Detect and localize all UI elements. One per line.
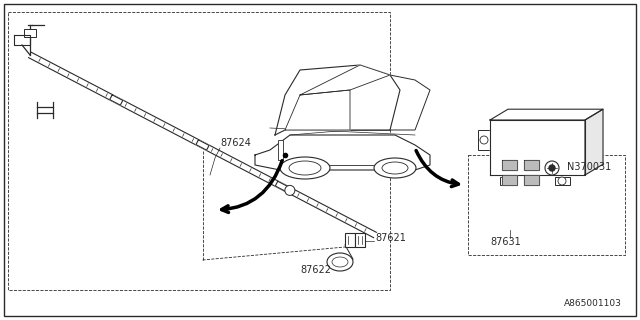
Ellipse shape [332,257,348,267]
Circle shape [545,161,559,175]
Ellipse shape [280,157,330,179]
Polygon shape [524,175,539,185]
Polygon shape [502,160,517,170]
Bar [345,233,355,247]
Polygon shape [275,65,400,135]
Circle shape [503,177,511,185]
Bar [500,177,515,185]
Bar [24,29,36,37]
Bar [555,177,570,185]
Text: 87621: 87621 [375,233,406,243]
Bar [478,130,490,150]
Polygon shape [196,140,209,150]
Text: A865001103: A865001103 [564,299,622,308]
Text: N370031: N370031 [567,162,611,172]
Text: 87631: 87631 [490,237,521,247]
FancyArrowPatch shape [416,150,458,187]
Ellipse shape [382,162,408,174]
Circle shape [480,136,488,144]
Bar [355,233,365,247]
Circle shape [549,165,555,171]
Circle shape [558,177,566,185]
Polygon shape [585,109,603,175]
Polygon shape [490,109,603,120]
Polygon shape [285,90,350,130]
Ellipse shape [374,158,416,178]
Ellipse shape [327,253,353,271]
Circle shape [285,185,295,196]
Polygon shape [490,120,585,175]
Polygon shape [255,135,430,170]
Text: 87624: 87624 [220,138,251,148]
Polygon shape [300,65,390,95]
FancyArrowPatch shape [221,161,282,212]
Text: 87622: 87622 [300,265,331,275]
Bar [278,140,283,160]
Polygon shape [109,95,123,105]
Polygon shape [275,181,289,192]
Ellipse shape [289,161,321,175]
Polygon shape [524,160,539,170]
Polygon shape [502,175,517,185]
